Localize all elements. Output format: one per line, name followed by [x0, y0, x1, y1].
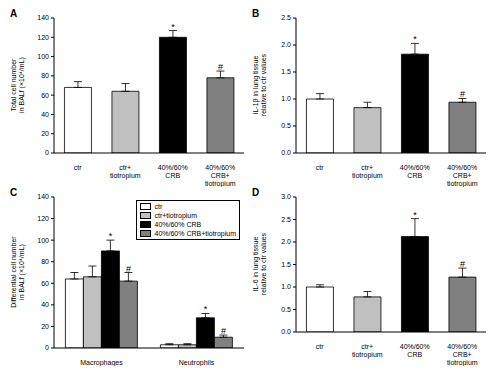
html-text:ctr+tiotropium: ctr+tiotropium	[154, 212, 198, 219]
svg-text:80: 80	[41, 72, 49, 79]
svg-text:#: #	[460, 259, 465, 269]
svg-text:0.5: 0.5	[281, 122, 291, 129]
svg-text:Macrophages: Macrophages	[80, 359, 123, 366]
svg-text:80: 80	[41, 258, 49, 265]
svg-text:*: *	[171, 22, 175, 32]
svg-text:#: #	[221, 326, 226, 336]
svg-text:100: 100	[37, 237, 49, 244]
svg-text:40%/60%CRB+tiotropium: 40%/60%CRB+tiotropium	[205, 164, 236, 187]
svg-text:0: 0	[45, 149, 49, 156]
svg-text:140: 140	[37, 193, 49, 200]
svg-text:*: *	[413, 34, 417, 44]
svg-text:2.5: 2.5	[281, 14, 291, 21]
html-text:relative to ctr values: relative to ctr values	[260, 54, 267, 117]
svg-text:40%/60%CRB+tiotropium: 40%/60%CRB+tiotropium	[447, 164, 478, 187]
html-text:Total cell number: Total cell number	[10, 59, 17, 112]
html-text:40%/60% CRB: 40%/60% CRB	[154, 221, 202, 228]
html-text:relative to ctr values: relative to ctr values	[260, 233, 267, 296]
html-text:in BALf (×10⁴/mL): in BALf (×10⁴/mL)	[18, 244, 25, 301]
svg-text:40%/60%CRB: 40%/60%CRB	[158, 164, 188, 179]
svg-text:3.0: 3.0	[281, 193, 291, 200]
svg-text:20: 20	[41, 130, 49, 137]
svg-text:ctr: ctr	[316, 164, 324, 171]
svg-text:20: 20	[41, 323, 49, 330]
svg-text:ctr: ctr	[74, 164, 82, 171]
svg-text:*: *	[413, 210, 417, 220]
html-text:IL-1β in lung tissue: IL-1β in lung tissue	[252, 56, 259, 115]
svg-text:40%/60%CRB: 40%/60%CRB	[400, 164, 430, 179]
svg-text:40: 40	[41, 111, 49, 118]
svg-text:40%/60%CRB: 40%/60%CRB	[400, 343, 430, 358]
html-text:in BALf (×10⁴/mL): in BALf (×10⁴/mL)	[18, 57, 25, 114]
svg-text:0.0: 0.0	[281, 149, 291, 156]
html-text:C: C	[10, 187, 18, 198]
svg-text:2.5: 2.5	[281, 216, 291, 223]
svg-text:*: *	[109, 231, 113, 241]
svg-text:ctr: ctr	[316, 343, 324, 350]
svg-text:140: 140	[37, 14, 49, 21]
svg-text:0.5: 0.5	[281, 306, 291, 313]
svg-text:60: 60	[41, 92, 49, 99]
svg-text:2.0: 2.0	[281, 41, 291, 48]
html-text:40%/60% CRB+tiotropium: 40%/60% CRB+tiotropium	[154, 230, 236, 237]
html-text:A: A	[10, 8, 18, 19]
svg-text:2.0: 2.0	[281, 238, 291, 245]
svg-text:1.5: 1.5	[281, 261, 291, 268]
svg-text:40: 40	[41, 301, 49, 308]
svg-text:0: 0	[45, 344, 49, 351]
html-text:IL-6 in lung tissue: IL-6 in lung tissue	[252, 237, 259, 292]
svg-text:#: #	[126, 264, 131, 274]
svg-text:*: *	[204, 304, 208, 314]
html-text:Differential cell number: Differential cell number	[10, 236, 17, 309]
svg-text:40%/60%CRB+tiotropium: 40%/60%CRB+tiotropium	[447, 343, 478, 366]
svg-text:Neutrophils: Neutrophils	[179, 359, 215, 366]
svg-text:ctr+tiotropium: ctr+tiotropium	[110, 164, 141, 180]
svg-text:0.0: 0.0	[281, 328, 291, 335]
html-text:ctr: ctr	[154, 203, 163, 210]
svg-text:ctr+tiotropium: ctr+tiotropium	[352, 164, 383, 180]
svg-text:100: 100	[37, 53, 49, 60]
html-text:D: D	[252, 187, 260, 198]
svg-text:60: 60	[41, 280, 49, 287]
svg-text:1.5: 1.5	[281, 68, 291, 75]
svg-text:#: #	[218, 62, 223, 72]
svg-text:ctr+tiotropium: ctr+tiotropium	[352, 343, 383, 359]
svg-text:#: #	[460, 89, 465, 99]
svg-text:120: 120	[37, 34, 49, 41]
svg-text:120: 120	[37, 215, 49, 222]
svg-text:1.0: 1.0	[281, 283, 291, 290]
svg-text:1.0: 1.0	[281, 95, 291, 102]
html-text:B: B	[252, 8, 260, 19]
